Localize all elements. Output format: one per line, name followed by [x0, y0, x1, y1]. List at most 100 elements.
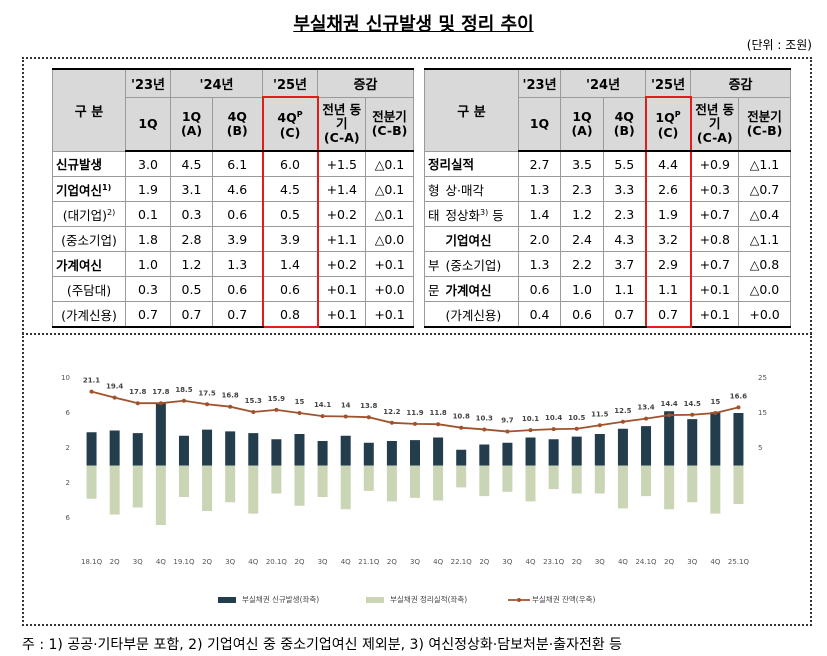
cell: 2.9 — [644, 251, 692, 277]
line-marker — [251, 409, 256, 414]
cell: △0.1 — [364, 150, 415, 177]
bar — [225, 465, 236, 503]
bar — [132, 433, 143, 466]
x-tick-label: 24.1Q — [635, 558, 657, 566]
x-tick-label: 4Q — [156, 558, 166, 566]
cell: +0.1 — [690, 276, 740, 302]
data-label: 12.2 — [383, 408, 400, 416]
bar — [548, 439, 559, 466]
cell: +1.5 — [317, 150, 366, 177]
cell: 0.5 — [261, 201, 319, 227]
table-row: 부 (중소기업) 1.3 2.2 3.7 2.9 +0.7 △0.8 — [424, 251, 792, 277]
row-label-text: 정리실적 — [428, 157, 475, 173]
row-label-text: (중소기업) — [61, 232, 117, 248]
x-tick-label: 3Q — [502, 558, 512, 566]
x-tick-label: 4Q — [710, 558, 720, 566]
data-label: 12.5 — [614, 407, 631, 415]
year-header: '25년 — [645, 68, 692, 98]
legend-label: 부실채권 신규발생(좌축) — [242, 594, 319, 604]
cell: 2.6 — [644, 176, 692, 202]
legend-marker — [517, 598, 521, 602]
table-row: 정리실적 2.7 3.5 5.5 4.4 +0.9 △1.1 — [423, 150, 792, 177]
column-text: 전년 동기 — [322, 101, 362, 131]
data-label: 16.6 — [730, 392, 747, 400]
bar — [733, 465, 744, 504]
column-text: 1Q — [138, 115, 158, 131]
line-marker — [597, 423, 602, 428]
cell: 6.1 — [212, 150, 263, 177]
row-label-text: (가계신용) — [61, 307, 117, 323]
bar — [710, 412, 721, 466]
line-marker — [89, 389, 94, 394]
bar — [340, 465, 351, 510]
row-label-text: 기업여신 — [445, 232, 492, 248]
x-tick-label: 20.1Q — [266, 558, 288, 566]
bar — [294, 465, 305, 506]
data-label: 13.4 — [637, 404, 654, 412]
cell: △0.4 — [738, 201, 792, 227]
cell: 2.4 — [560, 226, 605, 252]
row-label: (가계신용) — [442, 301, 520, 328]
data-label: 15 — [710, 398, 720, 406]
x-tick-label: 3Q — [318, 558, 328, 566]
bar — [248, 433, 259, 466]
cell: 2.3 — [603, 201, 647, 227]
x-tick-label: 3Q — [225, 558, 235, 566]
cell: 3.0 — [125, 150, 171, 177]
cell: 3.1 — [170, 176, 213, 202]
cell: 4.3 — [603, 226, 647, 252]
header-row: 구 분 '23년 '24년 '25년 증감 — [423, 68, 792, 152]
bar — [571, 465, 582, 494]
data-label: 17.8 — [129, 388, 146, 396]
cell: △0.7 — [738, 176, 792, 202]
cell: 3.7 — [603, 251, 647, 277]
header-row: 구 분 '23년 '24년 '25년 증감 — [52, 68, 415, 152]
x-tick-label: 21.1Q — [358, 558, 380, 566]
cell: 0.7 — [125, 301, 171, 328]
table-row: (주담대) 0.3 0.5 0.6 0.6 +0.1 +0.0 — [52, 276, 415, 302]
row-label: 가계여신 — [52, 251, 126, 277]
cell: 0.6 — [212, 276, 263, 302]
cell: 0.1 — [125, 201, 171, 227]
data-label: 17.5 — [198, 389, 215, 397]
x-tick-label: 2Q — [294, 558, 304, 566]
title: 부실채권 신규발생 및 정리 추이 — [293, 14, 534, 35]
x-tick-label: 22.1Q — [451, 558, 473, 566]
column-sup: P — [296, 110, 303, 120]
cell: 1.0 — [560, 276, 605, 302]
bar — [664, 411, 675, 466]
data-label: 14 — [341, 402, 351, 410]
cell: 0.6 — [212, 201, 263, 227]
column-header: 전년 동기 (C-A) — [317, 96, 366, 152]
row-label: 기업여신 — [442, 226, 520, 252]
column-sub: (A) — [180, 122, 203, 138]
table: 구 분 '23년 '24년 '25년 증감 1Q 1Q (A) 4Q (B) 1QP (C) 전년 동기… — [423, 68, 792, 328]
column-sub: (C-B) — [371, 122, 408, 138]
line-marker — [366, 415, 371, 420]
column-header: 4QP (C) — [261, 96, 319, 152]
change-header: 증감 — [316, 68, 415, 98]
column-header: 전분기 (C-B) — [738, 96, 792, 152]
bar — [456, 449, 467, 466]
cell: 3.3 — [603, 176, 647, 202]
y2-tick-label: 15 — [758, 409, 767, 417]
cell: 0.6 — [518, 276, 562, 302]
column-text: 전년 동기 — [695, 101, 735, 131]
row-label-text: 가계여신 — [445, 282, 492, 298]
cell: +0.0 — [738, 301, 792, 328]
row-side-text: 부 — [427, 257, 440, 273]
bar — [271, 439, 282, 466]
x-tick-label: 4Q — [248, 558, 258, 566]
column-text: 1Q — [655, 110, 675, 126]
x-tick-label: 3Q — [133, 558, 143, 566]
row-side: 태 — [424, 201, 443, 227]
cell: +0.1 — [317, 276, 366, 302]
cell: +0.1 — [317, 301, 366, 328]
bar — [294, 434, 305, 466]
y-tick-label: 10 — [61, 374, 70, 382]
x-tick-label: 23.1Q — [543, 558, 565, 566]
cell: 2.0 — [518, 226, 562, 252]
row-label-text: 정상화 — [445, 207, 481, 223]
line-marker — [320, 414, 325, 419]
cell: △0.8 — [738, 251, 792, 277]
